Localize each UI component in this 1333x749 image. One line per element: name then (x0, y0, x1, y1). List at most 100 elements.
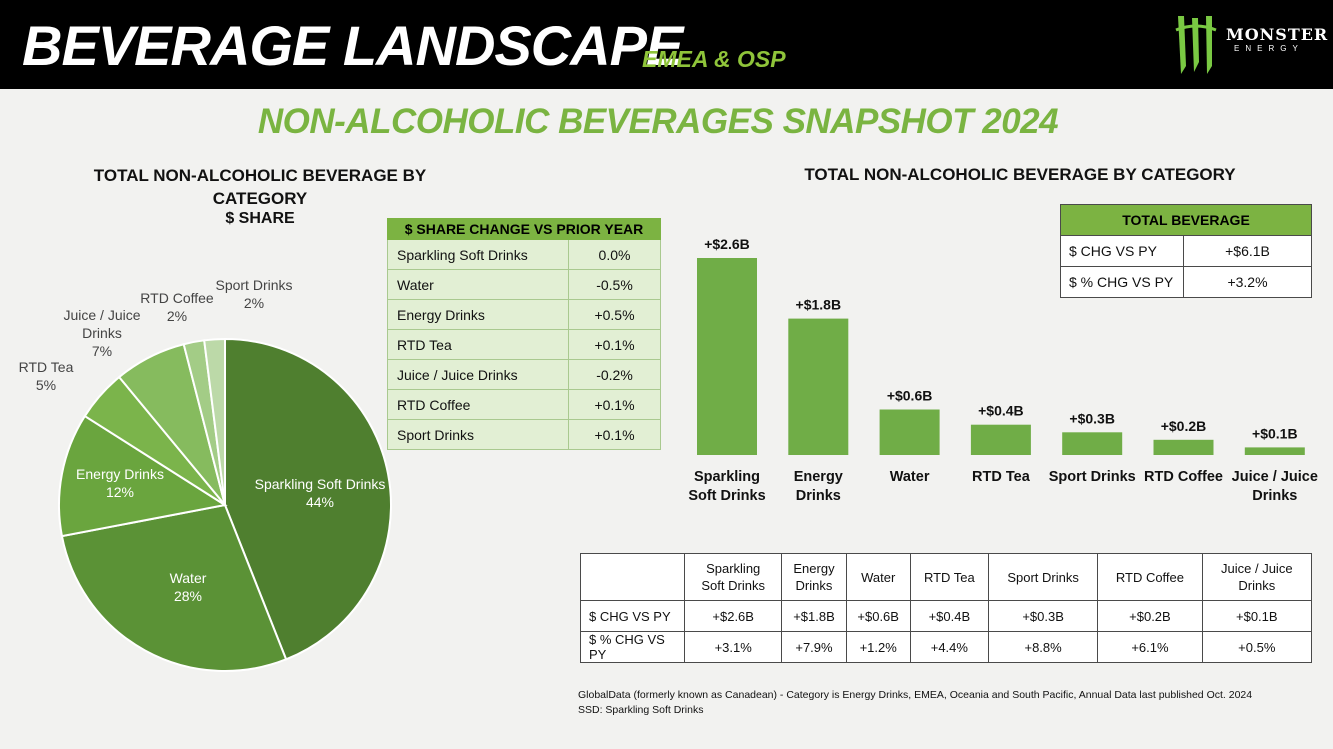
pie-chart-title: TOTAL NON-ALCOHOLIC BEVERAGE BY CATEGORY… (40, 164, 480, 228)
row-label: Energy Drinks (387, 299, 569, 330)
table-row: Sparkling Soft Drinks 0.0% (387, 239, 661, 270)
row-value: +0.1% (568, 419, 661, 450)
pie-percent-energy-drinks: 12% (106, 484, 134, 500)
row-value: +0.1% (568, 389, 661, 420)
bar-chart: +$2.6B Sparkling Soft Drinks +$1.8B Energy Dr… (688, 236, 1318, 504)
bar-category-label: Drinks (1252, 488, 1297, 504)
row-label: $ CHG VS PY (580, 600, 685, 632)
page-title: BEVERAGE LANDSCAPE (22, 14, 683, 77)
pie-label-energy-drinks: Energy Drinks (76, 466, 164, 482)
pie-label-juice-juice-drinks: Juice / Juice (63, 307, 140, 323)
bar-data-label: +$0.4B (978, 403, 1024, 419)
column-header: Energy Drinks (781, 553, 847, 601)
table-cell: +$0.4B (909, 600, 989, 632)
table-row: $ % CHG VS PY +3.2% (1060, 266, 1312, 298)
pie-slice-sport-drinks (203, 337, 226, 506)
pie-label-rtd-tea: RTD Tea (19, 359, 74, 375)
table-cell: +4.4% (909, 631, 989, 663)
row-value: 0.0% (568, 239, 661, 270)
page-subtitle: EMEA & OSP (642, 46, 786, 72)
monster-claw-icon (1175, 16, 1217, 74)
column-header: Water (845, 553, 911, 601)
footnote: GlobalData (formerly known as Canadean) … (578, 688, 1252, 718)
footnote-abbrev: SSD: Sparkling Soft Drinks (578, 704, 704, 716)
pie-title-line3: $ SHARE (225, 210, 295, 227)
bar-category-label: Sport Drinks (1049, 469, 1136, 485)
column-header-line: Drinks (1238, 578, 1276, 593)
pie-label-sport-drinks: Sport Drinks (215, 277, 292, 293)
bar-category-label: Energy (794, 469, 843, 485)
total-beverage-table: TOTAL BEVERAGE $ CHG VS PY +$6.1B $ % CHG… (1060, 204, 1312, 298)
column-header-line: Juice / Juice (1221, 561, 1293, 576)
bar-juice-juice-drinks (1244, 447, 1305, 455)
table-row: Energy Drinks +0.5% (387, 299, 661, 330)
pie-slice-sparkling-soft-drinks (224, 337, 392, 661)
table-row: RTD Coffee +0.1% (387, 389, 661, 420)
bar-category-label: Drinks (796, 488, 841, 504)
brand-logo-text: MONSTER (1226, 25, 1329, 44)
table-row: RTD Tea +0.1% (387, 329, 661, 360)
bar-energy-drinks (788, 318, 849, 455)
column-header-line: Drinks (795, 578, 833, 593)
table-row: Water -0.5% (387, 269, 661, 300)
pie-title-line2: CATEGORY (212, 189, 308, 208)
table-cell: +1.2% (845, 631, 911, 663)
bar-sparkling-soft-drinks (697, 258, 757, 455)
bar-rtd-tea (970, 424, 1031, 455)
row-value: +3.2% (1183, 266, 1312, 298)
pie-percent-sport-drinks: 2% (244, 295, 264, 311)
table-row: Sport Drinks +0.1% (387, 419, 661, 450)
pie-percent-sparkling-soft-drinks: 44% (306, 494, 334, 510)
column-header-line: Energy (793, 561, 835, 576)
header-bar: BEVERAGE LANDSCAPE EMEA & OSP MONSTER EN… (0, 0, 1333, 89)
total-table-header: TOTAL BEVERAGE (1060, 204, 1312, 236)
bar-data-label: +$0.1B (1252, 425, 1298, 441)
bar-data-label: +$0.3B (1069, 410, 1115, 426)
brand-logo-subtext: ENERGY (1234, 44, 1304, 53)
bar-chart-title: TOTAL NON-ALCOHOLIC BEVERAGE BY CATEGORY (804, 165, 1236, 184)
row-label: Sparkling Soft Drinks (387, 239, 569, 270)
row-label: Water (387, 269, 569, 300)
row-label: $ CHG VS PY (1060, 235, 1184, 267)
column-header-line: RTD Tea (923, 569, 975, 585)
pie-label-juice-juice-drinks: Drinks (82, 325, 122, 341)
table-cell: +$2.6B (683, 600, 783, 632)
pie-label-sparkling-soft-drinks: Sparkling Soft Drinks (255, 476, 386, 492)
row-value: +$6.1B (1183, 235, 1312, 267)
share-change-table: $ SHARE CHANGE VS PRIOR YEAR Sparkling S… (387, 218, 661, 450)
table-row: $ CHG VS PY +$6.1B (1060, 235, 1312, 267)
table-cell: +0.5% (1201, 631, 1313, 663)
bar-sport-drinks (1062, 432, 1123, 455)
column-header: Sport Drinks (987, 553, 1099, 601)
row-label: RTD Coffee (387, 389, 569, 420)
pie-label-rtd-coffee: RTD Coffee (140, 290, 214, 306)
bar-data-label: +$0.6B (887, 388, 933, 404)
bar-category-label: Sparkling (694, 469, 760, 485)
row-label: $ % CHG VS PY (1060, 266, 1184, 298)
bar-category-label: RTD Coffee (1144, 469, 1223, 485)
pie-slice-water (60, 503, 288, 672)
table-header-row: Sparkling Soft Drinks Energy Drinks Water … (580, 553, 1313, 601)
table-cell: +6.1% (1097, 631, 1203, 663)
table-cell: +8.8% (987, 631, 1099, 663)
column-header: Sparkling Soft Drinks (683, 553, 783, 601)
row-value: -0.2% (568, 359, 661, 390)
bar-water (879, 409, 940, 455)
table-cell: +$0.1B (1201, 600, 1313, 632)
pie-chart: Sparkling Soft Drinks 44% Water 28% Energy D… (19, 277, 392, 672)
bar-data-label: +$0.2B (1161, 418, 1207, 434)
row-label: Sport Drinks (387, 419, 569, 450)
bar-category-label: RTD Tea (972, 469, 1031, 485)
table-cell: +$0.2B (1097, 600, 1203, 632)
pie-label-water: Water (170, 570, 207, 586)
bar-data-label: +$1.8B (796, 297, 842, 313)
column-header: Juice / Juice Drinks (1201, 553, 1313, 601)
table-cell: +$1.8B (781, 600, 847, 632)
bar-data-label: +$2.6B (704, 236, 750, 252)
bar-rtd-coffee (1153, 439, 1214, 455)
snapshot-title: NON-ALCOHOLIC BEVERAGES SNAPSHOT 2024 (257, 102, 1059, 141)
pie-percent-water: 28% (174, 588, 202, 604)
row-value: +0.1% (568, 329, 661, 360)
pie-percent-juice-juice-drinks: 7% (92, 343, 112, 359)
pie-percent-rtd-coffee: 2% (167, 308, 187, 324)
